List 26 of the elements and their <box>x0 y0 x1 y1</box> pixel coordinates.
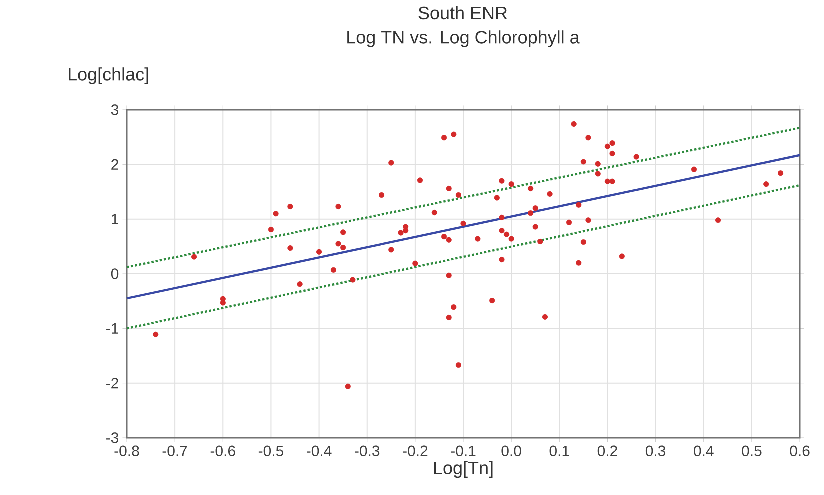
x-tick-label: -0.5 <box>258 446 284 456</box>
x-tick-label: 0.3 <box>646 446 666 456</box>
y-tick-label: -2 <box>106 378 118 389</box>
y-tick-label: 0 <box>111 268 119 280</box>
y-tick-label: 1 <box>112 214 118 224</box>
y-tick-label: -3 <box>106 432 119 444</box>
x-tick-label: -0.6 <box>210 446 236 456</box>
y-tick-label: 3 <box>111 104 119 116</box>
x-tick-label: 0.6 <box>790 446 810 456</box>
x-tick-label: -0.7 <box>162 446 188 456</box>
x-tick-label: 0.0 <box>502 446 522 456</box>
y-tick-label: 2 <box>112 159 118 170</box>
y-tick-label: -1 <box>106 324 118 334</box>
chart-subtitle: Log TN vs. Log Chlorophyll a <box>348 30 580 48</box>
x-axis-title: Log[Tn] <box>434 461 493 478</box>
x-tick-label: -0.4 <box>307 446 332 456</box>
chart-title: South ENR <box>418 6 508 20</box>
x-tick-label: -0.3 <box>355 446 380 456</box>
x-tick-label: 0.2 <box>598 446 618 456</box>
y-axis-title: Log[chlac] <box>69 68 148 84</box>
x-tick-label: 0.4 <box>694 446 714 456</box>
x-tick-label: -0.8 <box>114 446 140 456</box>
x-tick-label: 0.1 <box>550 446 570 456</box>
x-tick-label: -0.1 <box>451 446 476 456</box>
x-tick-label: -0.2 <box>403 446 428 456</box>
x-tick-label: 0.5 <box>742 446 762 456</box>
